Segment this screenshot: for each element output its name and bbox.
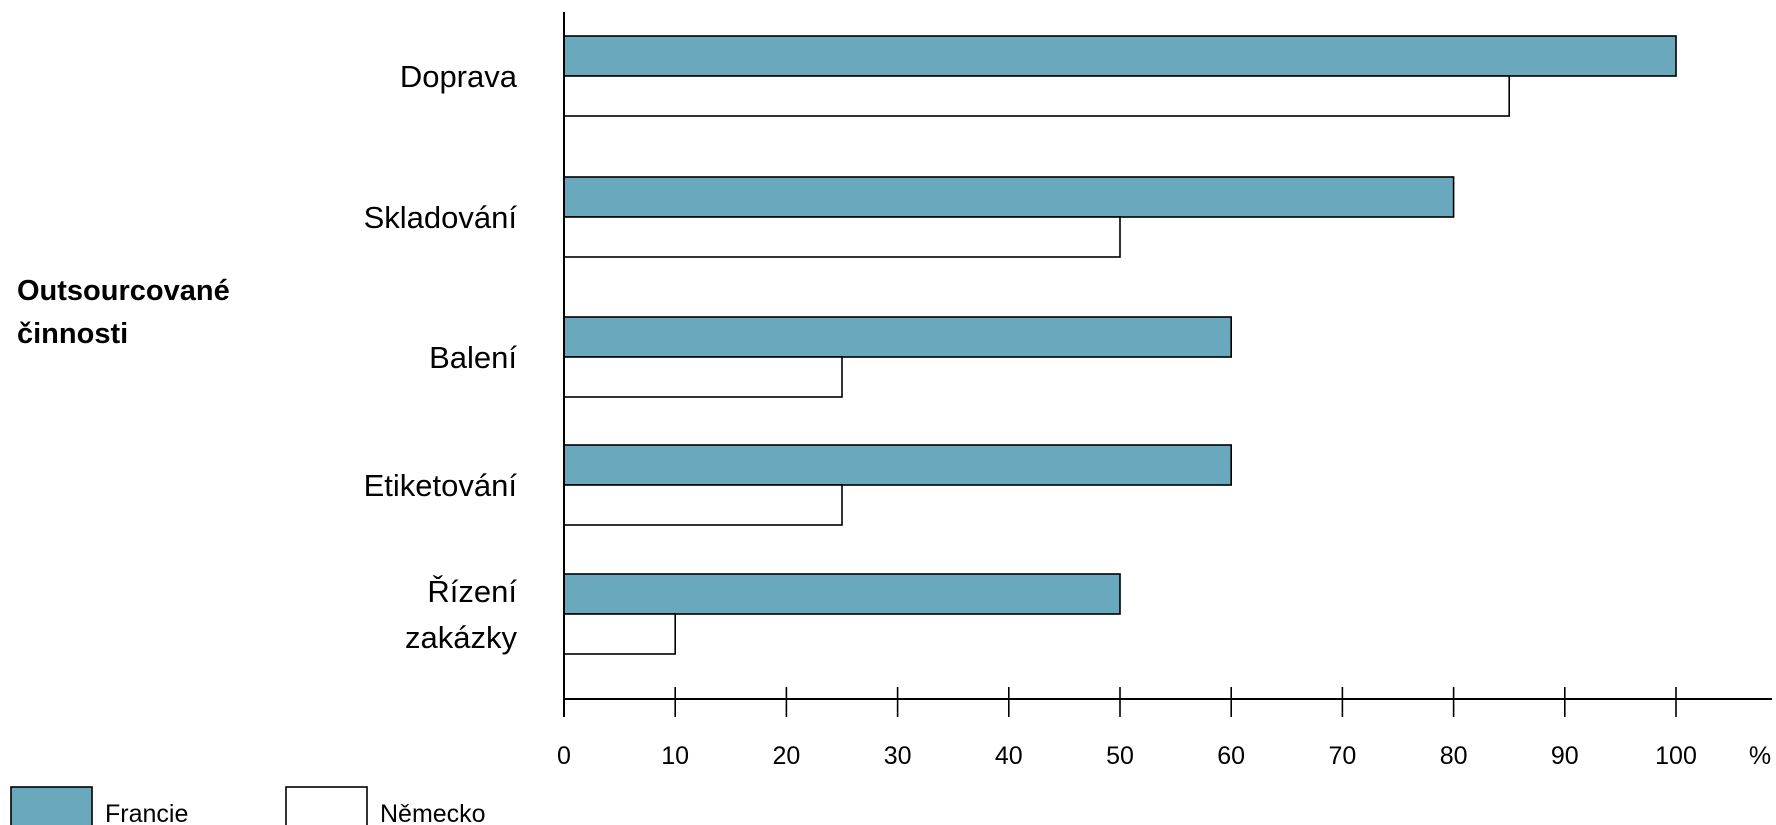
legend-swatch: [10, 786, 93, 825]
y-axis-title-line: činnosti: [17, 318, 128, 350]
bar-nemecko: [563, 216, 1121, 258]
axes: [563, 12, 1772, 717]
x-tick-label: 30: [884, 742, 912, 770]
bar-francie: [563, 176, 1455, 218]
bar-francie: [563, 316, 1233, 358]
category-label: Etiketování: [364, 468, 518, 503]
x-axis-ticks: 0 10 20 30 40 50 60 70 80 90 100%: [557, 687, 1771, 770]
legend: Francie Německo: [10, 786, 486, 825]
category-label: Balení: [429, 340, 517, 375]
legend-label: Německo: [380, 800, 486, 825]
x-tick-label: 80: [1440, 742, 1468, 770]
x-tick-label: 90: [1551, 742, 1579, 770]
bar-francie: [563, 35, 1677, 77]
x-tick-label: 50: [1106, 742, 1134, 770]
bar-nemecko: [563, 356, 843, 398]
legend-swatch: [285, 786, 368, 825]
x-tick-label: 70: [1328, 742, 1356, 770]
bar-nemecko: [563, 613, 676, 655]
x-tick-label: 60: [1217, 742, 1245, 770]
bars: [563, 35, 1677, 655]
category-label: Doprava: [400, 59, 518, 94]
x-tick-label: 20: [772, 742, 800, 770]
category-label: Řízení: [427, 574, 517, 609]
category-labels: Doprava Skladování Balení Etiketování Řízení…: [364, 59, 518, 655]
legend-label: Francie: [105, 800, 188, 825]
y-axis-title-line: Outsourcované: [17, 275, 230, 307]
x-axis-unit: %: [1749, 742, 1771, 770]
y-axis-title: Outsourcované činnosti: [17, 275, 230, 350]
x-tick-label: 40: [995, 742, 1023, 770]
x-tick-label: 100: [1655, 742, 1697, 770]
category-label: Skladování: [364, 200, 518, 235]
bar-francie: [563, 573, 1121, 615]
category-label: zakázky: [405, 620, 517, 655]
x-tick-label: 10: [661, 742, 689, 770]
bar-nemecko: [563, 75, 1511, 117]
bar-nemecko: [563, 484, 843, 526]
bar-francie: [563, 444, 1233, 486]
x-tick-label: 0: [557, 742, 571, 770]
